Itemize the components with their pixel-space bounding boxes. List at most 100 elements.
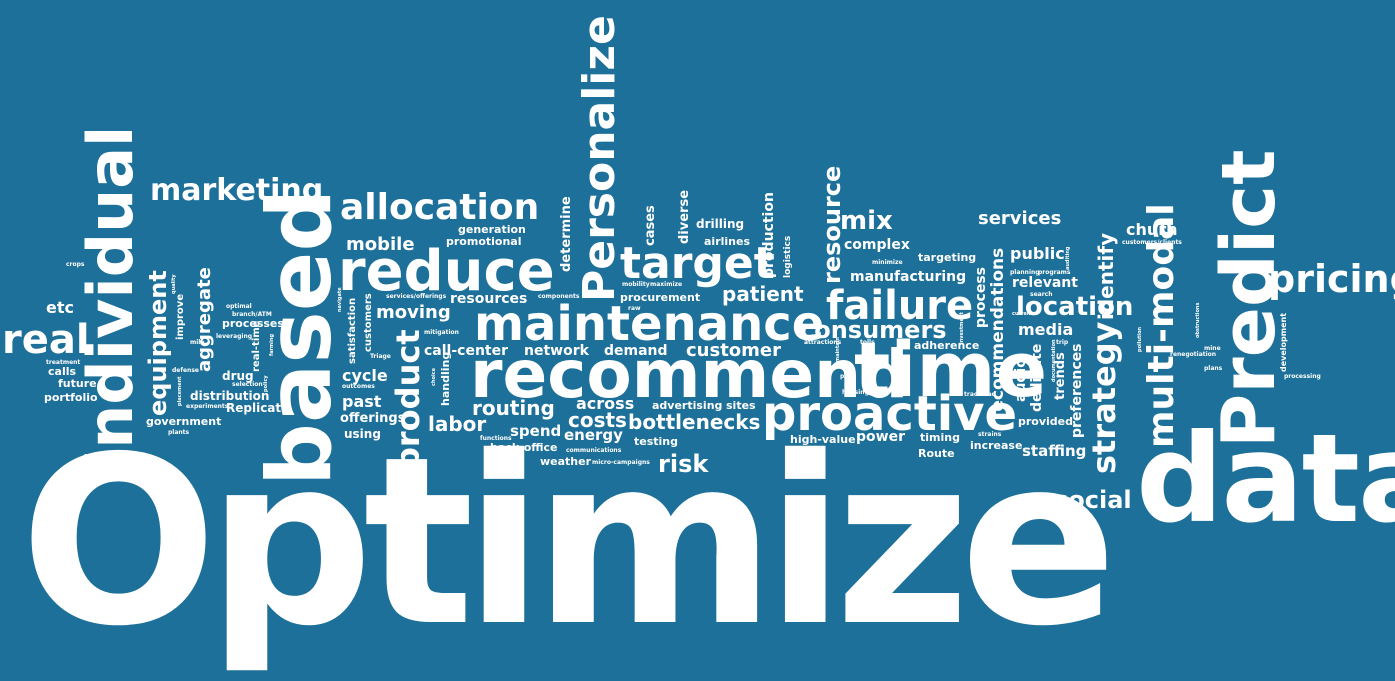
word-functions: functions xyxy=(480,435,512,442)
word-housing: housing xyxy=(842,389,869,396)
word-path: path xyxy=(840,373,856,380)
word-airlines: airlines xyxy=(704,235,750,248)
word-communications: communications xyxy=(566,447,622,454)
word-triage: Triage xyxy=(370,353,391,360)
word-placement: placement xyxy=(177,376,183,406)
word-services-offerings: services/offerings xyxy=(386,293,447,300)
word-cycle: cycle xyxy=(342,366,388,385)
word-drilling: drilling xyxy=(696,217,745,231)
word-quality: quality xyxy=(171,274,177,294)
word-call-center: call-center xyxy=(424,343,509,359)
word-strategy: strategy xyxy=(1085,321,1123,474)
word-tolls: tolls xyxy=(860,339,875,346)
word-production: production xyxy=(761,192,777,278)
word-risk: risk xyxy=(658,450,709,478)
word-processing: processing xyxy=(1284,373,1321,380)
word-power: power xyxy=(856,429,905,445)
word-plants: plants xyxy=(168,429,190,436)
word-provided: provided xyxy=(1018,415,1074,428)
word-maintenance: maintenance xyxy=(474,296,825,352)
word-resources: resources xyxy=(450,291,528,307)
word-government: government xyxy=(146,415,222,428)
word-audio: audio xyxy=(1013,358,1029,402)
word-diverse: diverse xyxy=(677,189,692,244)
word-calls: calls xyxy=(48,365,77,378)
word-timing: timing xyxy=(920,431,960,444)
word-outcomes: outcomes xyxy=(342,383,375,390)
word-product: product xyxy=(389,329,427,470)
word-defense: defense xyxy=(172,367,199,374)
word-costs: costs xyxy=(568,408,627,432)
word-equipment: equipment xyxy=(144,270,172,416)
word-current: current xyxy=(1012,311,1033,317)
word-optimize: Optimize xyxy=(20,407,1117,677)
word-public: public xyxy=(1010,244,1065,263)
word-investment: investment xyxy=(959,312,965,344)
word-consumers: consumers xyxy=(800,316,947,344)
word-processes: processes xyxy=(222,317,284,330)
word-etc: etc xyxy=(46,298,74,317)
word-demand: demand xyxy=(604,343,668,359)
word-real: real xyxy=(2,317,90,363)
word-selection: selection xyxy=(232,381,263,388)
word-distribution: distribution xyxy=(190,389,270,403)
word-network: network xyxy=(524,343,589,359)
word-target: target xyxy=(620,238,775,289)
word-mitigation: mitigation xyxy=(424,329,459,336)
word-trackload: trackload xyxy=(964,391,996,398)
word-labor: labor xyxy=(428,412,487,436)
word-advertising: advertising xyxy=(652,399,723,412)
word-mobile: mobile xyxy=(346,234,415,255)
word-trip: trip xyxy=(1056,339,1069,346)
word-strains: strains xyxy=(978,431,1002,438)
word-search: search xyxy=(1030,291,1053,298)
word-optimal: optimal xyxy=(226,303,252,310)
word-maintain: maintain xyxy=(835,337,841,362)
word-mile: mile xyxy=(190,339,205,346)
word-time: time xyxy=(854,325,1048,414)
word-increase: increase xyxy=(970,439,1023,452)
word-weather: weather xyxy=(540,455,592,468)
word-high-value: high-value xyxy=(790,433,856,446)
word-proactive: proactive xyxy=(762,386,1018,442)
word-sites: sites xyxy=(726,399,756,412)
word-promotional: promotional xyxy=(446,235,522,248)
word-bottlenecks: bottlenecks xyxy=(628,410,761,434)
word-future: future xyxy=(58,377,97,390)
word-logistics: logistics xyxy=(783,235,793,278)
word-micro-campaigns: micro-campaigns xyxy=(592,459,650,466)
word-components: components xyxy=(538,293,580,300)
word-resource: resource xyxy=(818,165,846,284)
word-allocation: allocation xyxy=(340,187,540,228)
word-individual: individual xyxy=(74,125,147,470)
word-patient: patient xyxy=(722,282,804,306)
word-location: location xyxy=(1016,292,1134,322)
word-route: Route xyxy=(918,447,955,460)
word-development: development xyxy=(1279,312,1288,372)
word-spend: spend xyxy=(510,422,562,440)
word-recommend: recommend xyxy=(470,336,909,413)
word-branch-atm: branch/ATM xyxy=(232,311,272,318)
word-services: services xyxy=(978,208,1062,229)
word-back-office: back-office xyxy=(490,441,558,454)
word-plans: plans xyxy=(1204,365,1223,372)
word-farming: farming xyxy=(269,333,275,356)
word-marketing: marketing xyxy=(150,173,324,208)
word-satisfaction: satisfaction xyxy=(347,297,358,364)
word-past: past xyxy=(342,392,382,411)
word-personalize: Personalize xyxy=(574,15,625,302)
word-attractions: attractions xyxy=(804,339,842,346)
word-treatment: treatment xyxy=(46,359,81,366)
word-failure: failure xyxy=(826,283,974,329)
word-pricing: pricing xyxy=(1268,257,1395,301)
word-raw: raw xyxy=(628,305,641,312)
word-documentation: documentation xyxy=(1051,339,1057,382)
word-portfolio: portfolio xyxy=(44,391,98,404)
word-churn: churn xyxy=(1126,220,1178,239)
word-aggregate: aggregate xyxy=(194,267,215,372)
word-dedicate: dedicate xyxy=(1029,343,1045,412)
word-across: across xyxy=(576,394,635,413)
word-maximize: maximize xyxy=(650,281,683,288)
word-improve: improve xyxy=(175,293,186,340)
